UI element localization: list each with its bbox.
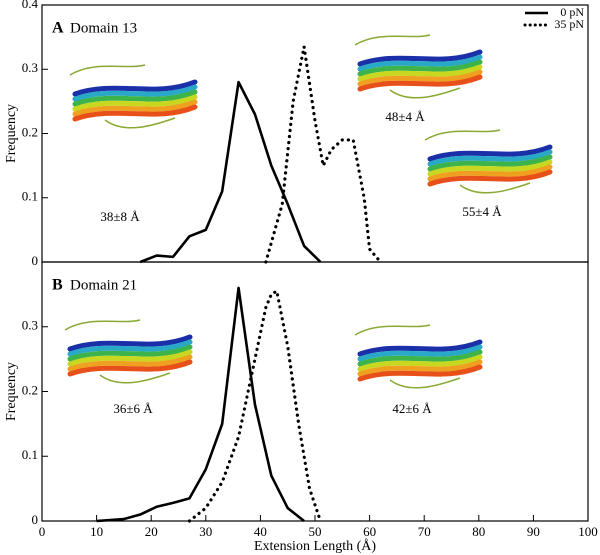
ribbon-strand [67,334,193,352]
x-tick-label: 80 [472,524,485,539]
ribbon-strand [67,359,193,377]
annotation: 38±8 Å [100,209,140,224]
x-tick-label: 0 [39,524,46,539]
x-tick-label: 10 [90,524,103,539]
protein-illustration [64,319,193,384]
ribbon-strand [357,344,483,362]
ribbon-strand [72,79,198,97]
y-axis-label: Frequency [4,104,19,163]
y-tick-label: 0 [32,253,39,268]
x-tick-label: 30 [199,524,212,539]
x-tick-label: 50 [309,524,322,539]
series-line [139,80,322,264]
y-tick-label: 0.2 [22,382,38,397]
ribbon-strand [427,154,553,172]
series-line [264,46,383,264]
panel-label: A [52,20,64,37]
ribbon-strand [72,84,198,102]
y-tick-label: 0.2 [22,124,38,139]
ribbon-strand [427,149,553,167]
legend-label: 35 pN [554,17,584,31]
x-tick-label: 60 [363,524,376,539]
y-tick-label: 0.4 [22,0,39,11]
ribbon-strand [357,349,483,367]
ribbon-strand [67,344,193,362]
ribbon-strand [67,339,193,357]
annotation: 55±4 Å [462,204,502,219]
plot-frame [41,261,589,522]
ribbon-strand [72,89,198,107]
ribbon-strand [357,354,483,372]
ribbon-strand [72,104,198,122]
ribbon-strand [67,349,193,367]
ribbon-strand [427,169,553,187]
x-tick-label: 100 [578,524,598,539]
x-tick-label: 40 [254,524,267,539]
ribbon-strand [357,59,483,77]
ribbon-loop [354,34,461,99]
annotation: 36±6 Å [113,401,153,416]
protein-illustration [69,64,198,129]
y-tick-label: 0.1 [22,189,38,204]
y-tick-label: 0 [32,512,39,527]
ribbon-strand [427,164,553,182]
annotation: 42±6 Å [392,401,432,416]
annotation: 48±4 Å [385,109,425,124]
panel-title: Domain 21 [70,277,137,293]
protein-illustration [424,129,553,194]
x-tick-label: 70 [418,524,431,539]
y-tick-label: 0.1 [22,447,38,462]
ribbon-strand [357,54,483,72]
ribbon-strand [67,354,193,372]
ribbon-strand [357,49,483,67]
x-tick-label: 90 [527,524,540,539]
ribbon-strand [357,69,483,87]
y-tick-label: 0.3 [22,318,38,333]
ribbon-loop [69,64,176,129]
ribbon-strand [357,64,483,82]
ribbon-strand [357,74,483,92]
ribbon-strand [357,359,483,377]
protein-illustration [354,324,483,389]
panel-title: Domain 13 [70,20,137,36]
ribbon-strand [357,339,483,357]
ribbon-strand [357,364,483,382]
legend-label: 0 pN [560,5,584,19]
y-tick-label: 0.3 [22,60,38,75]
x-tick-label: 20 [145,524,158,539]
panel-label: B [52,277,63,294]
x-axis-label: Extension Length (Å) [254,538,376,554]
ribbon-strand [427,144,553,162]
ribbon-loop [64,319,171,384]
y-axis-label: Frequency [4,362,19,421]
ribbon-loop [354,324,461,389]
series-line [96,286,305,523]
series-line [187,288,323,523]
protein-illustration [354,34,483,99]
ribbon-loop [424,129,531,194]
ribbon-strand [427,159,553,177]
ribbon-strand [72,94,198,112]
ribbon-strand [72,99,198,117]
